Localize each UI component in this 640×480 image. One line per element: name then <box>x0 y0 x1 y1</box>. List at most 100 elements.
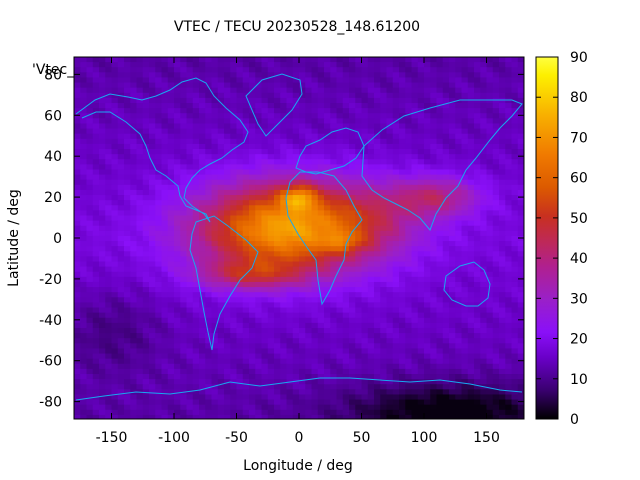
heatmap-cell <box>230 123 238 130</box>
heatmap-cell <box>199 384 206 390</box>
heatmap-cell <box>474 322 481 329</box>
heatmap-cell <box>255 230 263 237</box>
heatmap-cell <box>111 281 119 288</box>
heatmap-cell <box>74 307 81 314</box>
heatmap-cell <box>486 62 494 68</box>
heatmap-cell <box>217 235 225 242</box>
heatmap-cell <box>99 394 106 401</box>
heatmap-cell <box>355 97 363 104</box>
heatmap-cell <box>355 276 363 283</box>
heatmap-cell <box>149 374 156 380</box>
heatmap-cell <box>205 179 213 186</box>
heatmap-cell <box>405 256 413 263</box>
heatmap-cell <box>117 149 125 155</box>
heatmap-cell <box>130 215 138 222</box>
heatmap-cell <box>330 154 338 160</box>
heatmap-cell <box>74 159 81 165</box>
heatmap-cell <box>449 103 456 109</box>
heatmap-cell <box>455 389 463 396</box>
heatmap-cell <box>267 143 275 150</box>
heatmap-cell <box>117 103 125 109</box>
heatmap-cell <box>280 271 288 278</box>
heatmap-cell <box>317 235 325 242</box>
heatmap-cell <box>330 164 338 171</box>
heatmap-cell <box>517 292 524 298</box>
heatmap-cell <box>249 322 256 329</box>
heatmap-cell <box>467 154 475 160</box>
heatmap-cell <box>430 246 438 252</box>
heatmap-cell <box>230 256 238 263</box>
heatmap-cell <box>449 281 456 288</box>
heatmap-cell <box>280 118 288 125</box>
heatmap-cell <box>480 97 488 104</box>
heatmap-cell <box>274 57 281 63</box>
heatmap-cell <box>474 276 481 283</box>
heatmap-cell <box>392 374 400 380</box>
heatmap-cell <box>224 128 231 135</box>
heatmap-cell <box>405 220 413 227</box>
heatmap-cell <box>99 205 106 211</box>
heatmap-cell <box>261 205 269 211</box>
heatmap-cell <box>161 251 169 257</box>
heatmap-cell <box>99 261 106 268</box>
heatmap-cell <box>174 292 181 298</box>
heatmap-cell <box>505 149 513 155</box>
heatmap-cell <box>92 235 100 242</box>
heatmap-cell <box>205 154 213 160</box>
heatmap-cell <box>317 287 325 293</box>
heatmap-cell <box>324 108 331 114</box>
heatmap-cell <box>467 297 475 304</box>
heatmap-cell <box>336 118 344 125</box>
heatmap-cell <box>199 281 206 288</box>
heatmap-cell <box>317 368 325 375</box>
heatmap-cell <box>286 317 294 324</box>
heatmap-cell <box>192 312 200 319</box>
heatmap-cell <box>455 353 463 360</box>
heatmap-cell <box>111 302 119 309</box>
heatmap-cell <box>355 82 363 89</box>
heatmap-cell <box>349 103 356 109</box>
heatmap-cell <box>274 225 281 232</box>
heatmap-cell <box>486 394 494 401</box>
heatmap-cell <box>436 159 444 165</box>
heatmap-cell <box>461 159 469 165</box>
heatmap-cell <box>324 389 331 396</box>
heatmap-cell <box>280 333 288 339</box>
heatmap-cell <box>117 77 125 84</box>
heatmap-cell <box>261 149 269 155</box>
heatmap-cell <box>492 230 500 237</box>
heatmap-cell <box>492 149 500 155</box>
heatmap-cell <box>186 210 194 217</box>
heatmap-cell <box>286 72 294 79</box>
heatmap-cell <box>349 353 356 360</box>
heatmap-cell <box>180 343 188 350</box>
heatmap-cell <box>430 138 438 145</box>
heatmap-cell <box>324 169 331 176</box>
heatmap-cell <box>167 302 175 309</box>
heatmap-cell <box>92 103 100 109</box>
heatmap-cell <box>286 287 294 293</box>
heatmap-cell <box>86 297 94 304</box>
heatmap-cell <box>99 374 106 380</box>
heatmap-cell <box>274 292 281 298</box>
heatmap-cell <box>99 307 106 314</box>
heatmap-cell <box>167 92 175 99</box>
heatmap-cell <box>305 230 313 237</box>
heatmap-cell <box>317 348 325 355</box>
heatmap-cell <box>317 374 325 380</box>
heatmap-cell <box>380 307 388 314</box>
heatmap-cell <box>380 230 388 237</box>
heatmap-cell <box>286 92 294 99</box>
heatmap-cell <box>317 195 325 201</box>
heatmap-cell <box>105 67 113 73</box>
heatmap-cell <box>217 215 225 222</box>
heatmap-cell <box>474 103 481 109</box>
heatmap-cell <box>99 103 106 109</box>
heatmap-cell <box>505 322 513 329</box>
heatmap-cell <box>336 230 344 237</box>
heatmap-cell <box>455 215 463 222</box>
heatmap-cell <box>355 261 363 268</box>
heatmap-cell <box>486 266 494 273</box>
heatmap-cell <box>149 200 156 206</box>
heatmap-cell <box>74 333 81 339</box>
